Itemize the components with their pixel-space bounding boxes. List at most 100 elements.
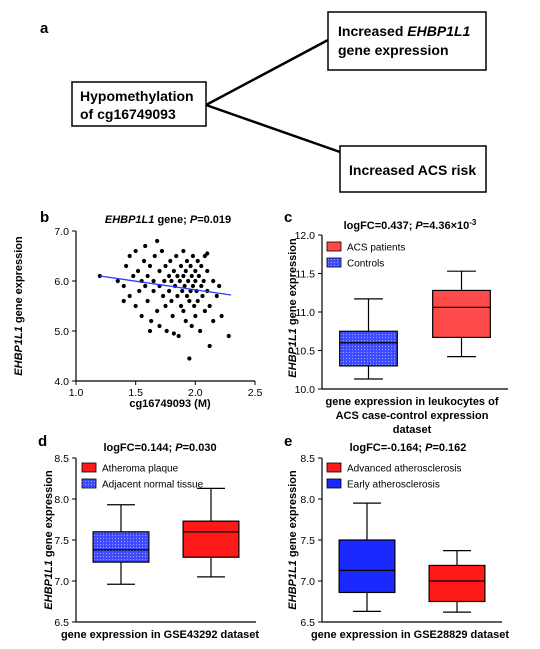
- scatter-point: [141, 258, 147, 264]
- panel-e-ytick-label: 7.5: [300, 535, 315, 547]
- scatter-point: [196, 273, 202, 279]
- scatter-point: [151, 278, 156, 284]
- scatter-point: [200, 293, 205, 299]
- scatter-point: [143, 243, 148, 249]
- panel-a: a Hypomethylation of cg16749093 Increase…: [40, 11, 487, 193]
- node-acs-risk-label: Increased ACS risk: [349, 162, 476, 178]
- scatter-point: [187, 298, 192, 304]
- panel-b-xlabel: cg16749093 (M): [129, 398, 211, 410]
- node-increased-expression-line2: gene expression: [338, 42, 449, 58]
- scatter-point: [181, 273, 186, 279]
- scatter-point: [145, 273, 150, 279]
- regression-line: [99, 275, 232, 296]
- panel-b-xtick-label: 2.5: [248, 387, 263, 399]
- scatter-point: [195, 258, 200, 264]
- scatter-point: [178, 303, 184, 309]
- panel-c-ytick-label: 11.0: [295, 307, 315, 319]
- panel-c-ylabel: EHBP1L1 gene expression: [287, 238, 299, 378]
- scatter-point: [137, 288, 142, 294]
- panel-d-plot: 6.5 7.0 7.5 8.0 8.5 Atheroma plaque Adjacent n…: [54, 453, 256, 629]
- scatter-point: [147, 328, 153, 334]
- scatter-point: [211, 278, 216, 284]
- scatter-point: [214, 293, 219, 299]
- scatter-point: [157, 323, 162, 329]
- panel-e-title: logFC=-0.164; P=0.162: [350, 442, 467, 454]
- scatter-point: [182, 283, 187, 289]
- box-iqr: [432, 289, 491, 339]
- scatter-point: [199, 283, 204, 289]
- scatter-point: [164, 328, 169, 334]
- scatter-point: [169, 298, 174, 304]
- scatter-point: [175, 273, 180, 279]
- panel-e: e logFC=-0.164; P=0.162 EHBP1L1 gene exp…: [284, 433, 509, 641]
- scatter-point: [178, 263, 184, 269]
- scatter-point: [190, 253, 196, 259]
- scatter-point: [168, 258, 173, 264]
- panel-b-ylabel: EHBP1L1 gene expression: [13, 236, 25, 376]
- panel-d-xlabel: gene expression in GSE43292 dataset: [61, 629, 259, 641]
- connector-bottom: [205, 103, 341, 154]
- scatter-point: [155, 238, 160, 244]
- scatter-point: [127, 253, 132, 259]
- panel-b-xtick-label: 1.5: [128, 387, 143, 399]
- panel-e-ytick-label: 8.5: [300, 453, 315, 465]
- scatter-point: [184, 293, 190, 299]
- legend-swatch: [326, 462, 342, 473]
- panel-e-ylabel: EHBP1L1 gene expression: [287, 470, 299, 610]
- legend-label: ACS patients: [347, 243, 405, 254]
- scatter-point: [188, 263, 193, 269]
- panel-b-ytick-label: 4.0: [54, 376, 69, 388]
- node-hypomethylation: [71, 81, 207, 127]
- scatter-point: [183, 318, 188, 324]
- scatter-point: [155, 308, 160, 314]
- scatter-point: [187, 356, 192, 361]
- panel-d-title: logFC=0.144; P=0.030: [103, 442, 216, 454]
- scatter-point: [152, 253, 157, 259]
- panel-label-b: b: [40, 209, 49, 226]
- panel-e-plot: 6.5 7.0 7.5 8.0 8.5 Advanced atherosclerosis E…: [300, 453, 502, 629]
- scatter-point: [192, 303, 197, 309]
- scatter-point: [133, 303, 138, 309]
- scatter-point: [121, 298, 126, 304]
- scatter-point: [147, 263, 153, 269]
- scatter-point: [177, 278, 182, 284]
- scatter-point: [151, 288, 156, 294]
- panel-c-plot: 10.0 10.5 11.0 11.5 12.0 ACS patients Controls: [295, 230, 508, 396]
- scatter-point: [163, 263, 168, 269]
- panel-label-c: c: [284, 209, 292, 226]
- box-iqr: [92, 531, 150, 563]
- scatter-point: [162, 278, 167, 284]
- scatter-point: [181, 308, 186, 314]
- legend-label: Atheroma plaque: [102, 464, 179, 475]
- panel-b-title: EHBP1L1 gene; P=0.019: [105, 214, 231, 226]
- scatter-point: [176, 333, 181, 339]
- legend-label: Adjacent normal tissue: [102, 480, 204, 491]
- scatter-point: [189, 273, 194, 279]
- panel-c: c logFC=0.437; P=4.36×10-3 EHBP1L1 gene …: [284, 209, 508, 436]
- panel-b-plot: 4.0 5.0 6.0 7.0 1.0 1.5 2.0 2.5: [54, 226, 262, 399]
- scatter-point: [186, 278, 191, 284]
- panel-c-xlabel-line1: gene expression in leukocytes of: [325, 396, 498, 408]
- panel-b-xtick-label: 1.0: [69, 387, 84, 399]
- scatter-point: [180, 288, 185, 294]
- panel-b-ytick-label: 7.0: [54, 226, 69, 238]
- scatter-point: [219, 313, 224, 319]
- scatter-point: [193, 313, 198, 319]
- scatter-point: [171, 268, 176, 274]
- scatter-point: [181, 248, 186, 254]
- panel-c-ytick-label: 11.5: [295, 269, 315, 281]
- connector-top: [205, 38, 329, 107]
- box-iqr: [428, 564, 486, 603]
- scatter-point: [175, 293, 180, 299]
- panel-b-xtick-label: 2.0: [188, 387, 203, 399]
- panel-d-ytick-label: 6.5: [54, 617, 69, 629]
- scatter-point: [159, 248, 165, 254]
- node-increased-expression-line1: Increased EHBP1L1: [338, 23, 471, 39]
- panel-b-ytick-label: 6.0: [54, 276, 69, 288]
- panel-c-xlabel-line2: ACS case-control expression: [336, 410, 489, 422]
- panel-c-title: logFC=0.437; P=4.36×10-3: [344, 218, 477, 232]
- scatter-point: [211, 318, 216, 324]
- scatter-point: [205, 268, 210, 274]
- panel-d-ytick-label: 8.5: [54, 453, 69, 465]
